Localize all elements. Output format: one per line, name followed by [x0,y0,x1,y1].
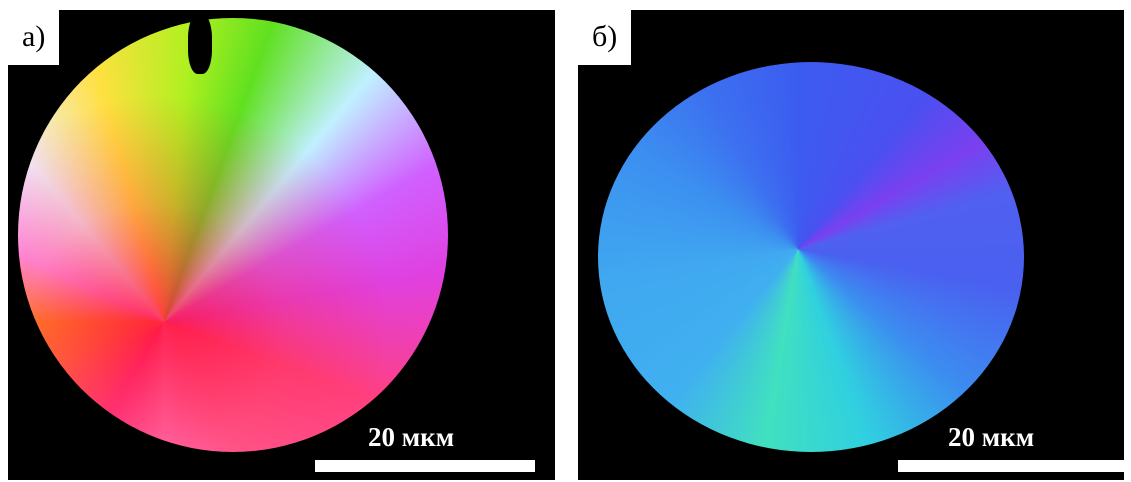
orientation-map [18,18,448,452]
orientation-map [598,62,1024,452]
scale-text: 20 мкм [368,422,454,453]
panel-label: а) [8,10,59,65]
scale-bar [898,460,1124,472]
scale-text: 20 мкм [948,422,1034,453]
panel-label: б) [578,10,631,65]
page: а) 20 мкм б) 20 мкм (() => { const data … [0,0,1131,482]
defect [188,14,212,74]
panel-b: б) 20 мкм [578,10,1124,480]
scale-bar [315,460,535,472]
panel-a: а) 20 мкм [8,10,555,480]
